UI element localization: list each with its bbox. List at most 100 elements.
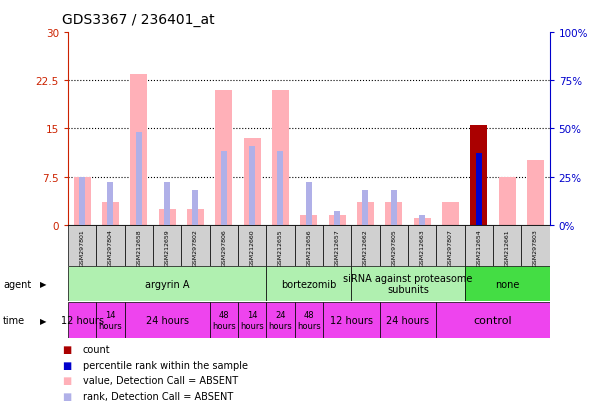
Text: GDS3367 / 236401_at: GDS3367 / 236401_at: [62, 13, 215, 27]
Text: siRNA against proteasome
subunits: siRNA against proteasome subunits: [343, 273, 473, 295]
Text: 12 hours: 12 hours: [330, 315, 373, 325]
Bar: [470, 126, 488, 225]
Bar: [102, 203, 119, 225]
Text: 24
hours: 24 hours: [268, 311, 293, 330]
Bar: [210, 225, 238, 266]
Bar: [210, 303, 238, 338]
Bar: [267, 266, 351, 301]
Text: value, Detection Call = ABSENT: value, Detection Call = ABSENT: [83, 375, 238, 385]
Bar: [278, 152, 284, 225]
Bar: [193, 190, 199, 225]
Text: none: none: [495, 279, 519, 289]
Text: count: count: [83, 344, 111, 354]
Text: GSM212658: GSM212658: [137, 228, 141, 266]
Bar: [108, 183, 113, 225]
Bar: [96, 225, 125, 266]
Text: 14
hours: 14 hours: [241, 311, 264, 330]
Bar: [306, 183, 312, 225]
Bar: [408, 225, 436, 266]
Text: GSM297804: GSM297804: [108, 228, 113, 266]
Bar: [130, 75, 147, 225]
Bar: [351, 266, 465, 301]
Text: GSM297806: GSM297806: [221, 228, 226, 266]
Text: ■: ■: [62, 391, 72, 401]
Text: bortezomib: bortezomib: [281, 279, 336, 289]
Bar: [379, 225, 408, 266]
Bar: [267, 303, 295, 338]
Bar: [379, 303, 436, 338]
Text: ▶: ▶: [40, 316, 47, 325]
Bar: [419, 216, 425, 225]
Bar: [249, 146, 255, 225]
Text: control: control: [473, 315, 512, 325]
Bar: [527, 161, 544, 225]
Bar: [158, 209, 176, 225]
Bar: [385, 203, 402, 225]
Bar: [125, 225, 153, 266]
Bar: [181, 225, 210, 266]
Text: 48
hours: 48 hours: [297, 311, 321, 330]
Bar: [334, 211, 340, 225]
Text: 48
hours: 48 hours: [212, 311, 236, 330]
Text: GSM297801: GSM297801: [80, 228, 85, 266]
Bar: [74, 177, 90, 225]
Text: 24 hours: 24 hours: [387, 315, 430, 325]
Bar: [436, 225, 465, 266]
Bar: [68, 225, 96, 266]
Bar: [295, 225, 323, 266]
Text: time: time: [3, 316, 25, 325]
Text: GSM212662: GSM212662: [363, 228, 368, 266]
Bar: [436, 303, 550, 338]
Bar: [499, 177, 515, 225]
Text: GSM212661: GSM212661: [505, 228, 509, 266]
Text: ■: ■: [62, 375, 72, 385]
Bar: [391, 190, 397, 225]
Bar: [521, 225, 550, 266]
Bar: [136, 133, 142, 225]
Text: GSM297802: GSM297802: [193, 228, 198, 266]
Text: GSM212663: GSM212663: [420, 228, 424, 266]
Bar: [323, 225, 351, 266]
Bar: [153, 225, 181, 266]
Bar: [465, 266, 550, 301]
Bar: [493, 225, 521, 266]
Bar: [125, 303, 210, 338]
Bar: [329, 216, 346, 225]
Bar: [476, 154, 482, 225]
Bar: [238, 303, 267, 338]
Text: GSM212659: GSM212659: [165, 228, 170, 266]
Text: ■: ■: [62, 360, 72, 370]
Text: GSM212654: GSM212654: [476, 228, 481, 266]
Text: 12 hours: 12 hours: [61, 315, 103, 325]
Bar: [357, 203, 374, 225]
Text: GSM297805: GSM297805: [391, 228, 397, 266]
Bar: [215, 91, 232, 225]
Bar: [300, 216, 317, 225]
Bar: [243, 139, 261, 225]
Text: GSM212655: GSM212655: [278, 228, 283, 266]
Bar: [267, 225, 295, 266]
Text: GSM297807: GSM297807: [448, 228, 453, 266]
Bar: [96, 303, 125, 338]
Bar: [351, 225, 379, 266]
Bar: [187, 209, 204, 225]
Text: argyrin A: argyrin A: [145, 279, 189, 289]
Bar: [272, 91, 289, 225]
Text: 24 hours: 24 hours: [145, 315, 189, 325]
Text: percentile rank within the sample: percentile rank within the sample: [83, 360, 248, 370]
Text: GSM212660: GSM212660: [249, 228, 255, 266]
Bar: [442, 203, 459, 225]
Text: GSM212656: GSM212656: [306, 228, 311, 266]
Text: GSM297803: GSM297803: [533, 228, 538, 266]
Bar: [238, 225, 267, 266]
Text: 14
hours: 14 hours: [99, 311, 122, 330]
Bar: [465, 225, 493, 266]
Bar: [164, 183, 170, 225]
Text: agent: agent: [3, 279, 31, 289]
Text: ▶: ▶: [40, 280, 47, 289]
Bar: [414, 219, 431, 225]
Bar: [323, 303, 379, 338]
Text: rank, Detection Call = ABSENT: rank, Detection Call = ABSENT: [83, 391, 233, 401]
Bar: [295, 303, 323, 338]
Bar: [68, 303, 96, 338]
